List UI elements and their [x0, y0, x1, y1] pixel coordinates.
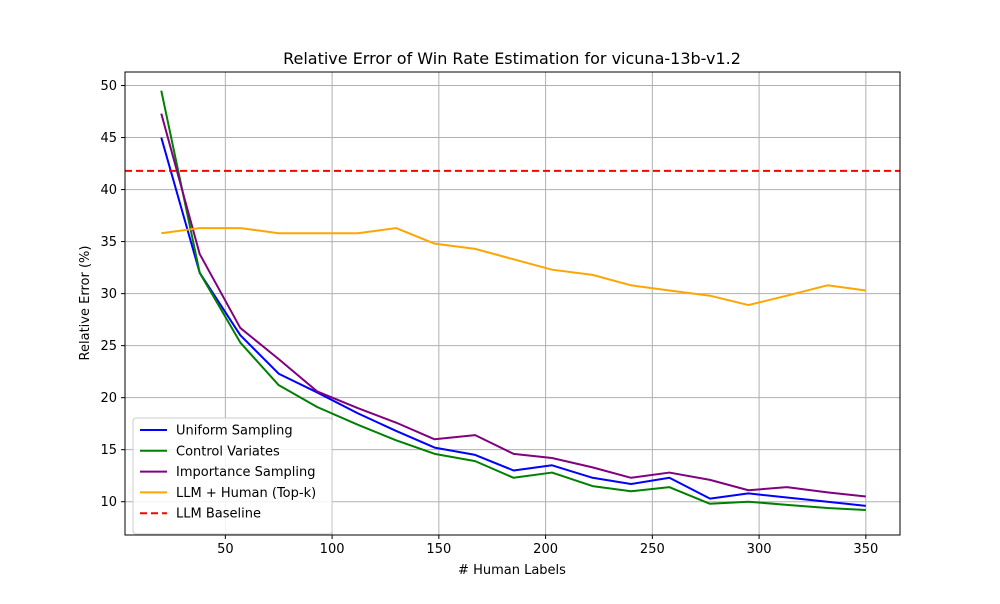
x-tick-label: 200 — [533, 542, 558, 557]
series-line-uniform-sampling — [160, 137, 866, 507]
legend-label-importance-sampling: Importance Sampling — [176, 465, 315, 480]
y-axis-label: Relative Error (%) — [78, 246, 93, 361]
legend: Uniform Sampling Control Variates Importan… — [132, 417, 333, 535]
legend-label-uniform-sampling: Uniform Sampling — [176, 424, 293, 439]
y-tick-label: 40 — [100, 183, 117, 198]
chart-title: Relative Error of Win Rate Estimation fo… — [283, 49, 741, 68]
y-tick-label: 20 — [100, 391, 117, 406]
y-tick-label: 15 — [100, 443, 117, 458]
y-tick-label: 25 — [100, 339, 117, 354]
x-tick-label: 150 — [426, 542, 451, 557]
series-line-control-variates — [160, 90, 866, 512]
x-tick-label: 250 — [640, 542, 665, 557]
x-axis-label: # Human Labels — [458, 563, 566, 578]
y-tick-label: 10 — [100, 495, 117, 510]
y-tick-label: 30 — [100, 287, 117, 302]
y-tick-label: 50 — [100, 79, 117, 94]
legend-label-llm-baseline: LLM Baseline — [176, 507, 261, 522]
y-tick-label: 45 — [100, 131, 117, 146]
axis-ticks: 50 100 150 200 250 300 350 10 15 20 25 30 35 40 45 50 — [100, 79, 878, 557]
series-line-llm-human-top-k — [161, 227, 866, 307]
x-tick-label: 300 — [747, 542, 772, 557]
plot-frame — [124, 71, 901, 536]
x-tick-label: 100 — [320, 542, 345, 557]
y-tick-label: 35 — [100, 235, 117, 250]
x-tick-label: 350 — [853, 542, 878, 557]
legend-label-control-variates: Control Variates — [176, 444, 280, 459]
x-tick-label: 50 — [217, 542, 234, 557]
series-lines — [125, 90, 900, 512]
series-line-importance-sampling — [160, 113, 866, 498]
legend-box — [132, 417, 333, 535]
legend-label-llm-human-top-k: LLM + Human (Top-k) — [176, 486, 316, 501]
